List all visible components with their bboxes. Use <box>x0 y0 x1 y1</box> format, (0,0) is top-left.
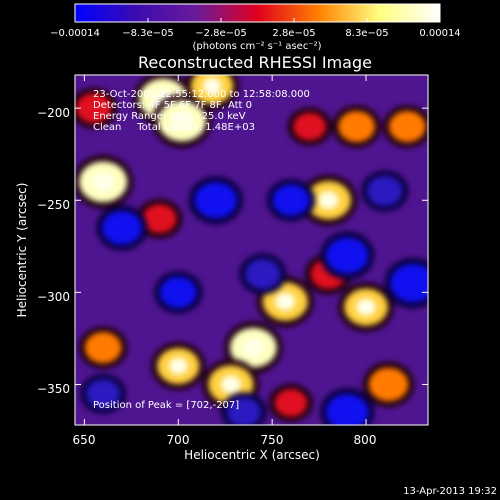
colorbar-ticks <box>74 18 441 22</box>
heatmap-blob <box>338 110 376 143</box>
x-tick-label: 650 <box>73 433 96 447</box>
chart-title: Reconstructed RHESSI Image <box>138 53 372 72</box>
colorbar-tick-label: 8.3e−05 <box>345 28 388 39</box>
heatmap-blob-core <box>168 357 188 375</box>
heatmap-blob-core <box>275 292 296 311</box>
y-tick-label: −200 <box>37 106 70 120</box>
colorbar: −0.00014 −8.3e−05 −2.8e−05 2.8e−05 8.3e−… <box>50 3 461 52</box>
heatmap-blob <box>293 112 327 141</box>
colorbar-tick-label: −2.8e−05 <box>195 28 247 39</box>
heatmap-blob-core <box>242 338 264 357</box>
heatmap-blob <box>388 110 426 143</box>
y-tick-label: −350 <box>37 382 70 396</box>
colorbar-unit-label: (photons cm⁻² s⁻¹ asec⁻²) <box>192 41 321 52</box>
heatmap-blob-core <box>92 172 114 192</box>
plot-frame <box>74 74 429 426</box>
heatmap-blob <box>326 237 369 274</box>
x-tick-label: 800 <box>354 433 377 447</box>
heatmap-blob <box>245 258 281 289</box>
y-axis-ticks <box>75 107 428 385</box>
heatmap-blob <box>159 276 197 309</box>
colorbar-tick-label: 2.8e−05 <box>272 28 315 39</box>
heatmap-blob <box>102 211 142 245</box>
plot-annotations: 23-Oct-2002 12:55:12.000 to 12:58:08.000… <box>93 89 310 411</box>
x-tick-label: 750 <box>261 433 284 447</box>
annotation-line: 23-Oct-2002 12:55:12.000 to 12:58:08.000 <box>93 89 310 100</box>
heatmap-blob-core <box>202 77 222 95</box>
heatmap <box>75 75 428 425</box>
heatmap-blob-core <box>318 191 339 210</box>
heatmap-blob <box>272 184 310 216</box>
heatmap-blob <box>274 389 308 417</box>
colorbar-tick-label: −8.3e−05 <box>122 28 174 39</box>
heatmap-blob <box>326 394 369 425</box>
y-axis-label: Heliocentric Y (arcsec) <box>15 183 29 318</box>
colorbar-gradient <box>74 3 441 23</box>
heatmap-blob-core <box>220 375 242 394</box>
peak-position-label: Position of Peak = [702,-207] <box>93 400 239 411</box>
x-tick-label: 700 <box>167 433 190 447</box>
heatmap-blob <box>390 263 428 303</box>
colorbar-tick-label: −0.00014 <box>50 28 100 39</box>
annotation-line: Detectors: 4F 5F 6F 7F 8F, Att 0 <box>93 100 252 111</box>
colorbar-tick-label: 0.00014 <box>419 28 460 39</box>
annotation-line: Clean Total Counts: 1.48E+03 <box>93 122 255 133</box>
heatmap-blob-core <box>171 111 193 131</box>
heatmap-blob <box>368 367 409 402</box>
heatmap-blob <box>86 379 121 409</box>
heatmap-blob <box>84 331 122 364</box>
heatmap-blob-core <box>356 298 376 316</box>
heatmap-blob <box>226 397 261 425</box>
heatmap-blob <box>367 176 403 207</box>
heatmap-blob <box>76 93 112 124</box>
heatmap-blob <box>194 182 238 219</box>
footer-date: 13-Apr-2013 19:32 <box>403 486 497 497</box>
x-axis-ticks <box>83 75 367 425</box>
heatmap-blob <box>142 204 177 234</box>
x-axis-label: Heliocentric X (arcsec) <box>184 448 320 462</box>
y-tick-label: −250 <box>37 198 70 212</box>
annotation-line: Energy Range: 12.0 - 25.0 keV <box>93 111 246 122</box>
y-tick-label: −300 <box>37 290 70 304</box>
